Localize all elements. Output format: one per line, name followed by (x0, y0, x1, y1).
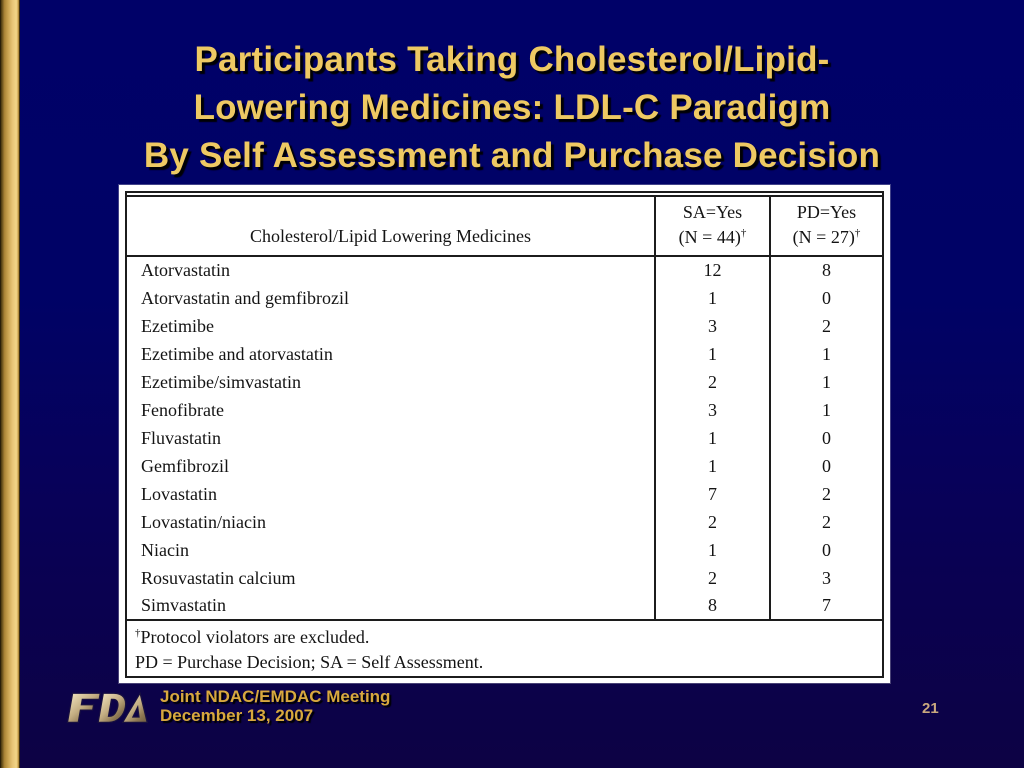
pd-n-value: (N = 27) (792, 227, 855, 247)
medicine-name: Fluvastatin (141, 427, 221, 448)
table-row: Niacin 1 0 (127, 536, 882, 564)
sa-n-value: (N = 44) (678, 227, 741, 247)
medicine-name: Simvastatin (127, 592, 655, 621)
pd-count: 0 (769, 536, 882, 564)
pd-count: 0 (769, 284, 882, 312)
table-row: Simvastatin 8 7 (127, 592, 882, 621)
footer-meeting-info: Joint NDAC/EMDAC Meeting December 13, 20… (160, 687, 390, 725)
medicine-name: Niacin (141, 539, 189, 560)
dagger-mark: † (854, 227, 861, 239)
slide-title: Participants Taking Cholesterol/Lipid- L… (60, 36, 964, 180)
title-line-3: By Self Assessment and Purchase Decision (143, 136, 881, 175)
footer-line-2: December 13, 2007 (160, 706, 314, 725)
table-row: Atorvastatin and gemfibrozil 1 0 (127, 284, 882, 312)
table-row: Fenofibrate 3 1 (127, 396, 882, 424)
sa-count: 3 (654, 396, 770, 424)
footnote-1: †Protocol violators are excluded. (135, 625, 872, 650)
medicine-name: Gemfibrozil (141, 455, 229, 476)
sa-count: 1 (654, 452, 770, 480)
table-row: Ezetimibe/simvastatin 2 1 (127, 368, 882, 396)
title-line-1: Participants Taking Cholesterol/Lipid- (194, 40, 830, 79)
sa-count: 1 (654, 536, 770, 564)
data-table-panel: Cholesterol/Lipid Lowering Medicines SA=… (119, 185, 890, 683)
dagger-mark: † (135, 627, 141, 639)
sa-count: 1 (654, 340, 770, 368)
footnote-1-text: Protocol violators are excluded. (140, 627, 370, 647)
pd-count: 2 (769, 480, 882, 508)
fda-logo-icon (66, 691, 149, 723)
pd-count: 1 (769, 396, 882, 424)
sa-count: 1 (654, 424, 770, 452)
dagger-mark: † (740, 227, 747, 239)
table-row: Lovastatin/niacin 2 2 (127, 508, 882, 536)
pd-count: 7 (769, 592, 882, 621)
pd-count: 2 (769, 312, 882, 340)
medicine-name: Ezetimibe and atorvastatin (141, 343, 333, 364)
pd-header-label: PD=Yes (796, 202, 857, 222)
pd-count: 0 (769, 452, 882, 480)
footer-line-1: Joint NDAC/EMDAC Meeting (160, 687, 391, 706)
sa-count: 12 (654, 256, 770, 284)
table-row: Lovastatin 7 2 (127, 480, 882, 508)
footnote-2: PD = Purchase Decision; SA = Self Assess… (135, 652, 484, 672)
page-number: 21 (922, 700, 939, 717)
medicine-name: Lovastatin (141, 483, 217, 504)
column-header-medicines: Cholesterol/Lipid Lowering Medicines (127, 197, 655, 257)
sa-count: 2 (654, 508, 770, 536)
medicine-name: Ezetimibe/simvastatin (141, 371, 301, 392)
medicine-name: Lovastatin/niacin (141, 511, 266, 532)
pd-header-n: (N = 27)† (771, 225, 882, 250)
medicine-name: Atorvastatin (141, 260, 230, 280)
table-row: Gemfibrozil 1 0 (127, 452, 882, 480)
column-header-pd: PD=Yes (N = 27)† (769, 197, 882, 257)
table-row: Ezetimibe 3 2 (127, 312, 882, 340)
medicine-name: Ezetimibe (141, 315, 214, 336)
pd-count: 1 (769, 368, 882, 396)
medicine-name: Fenofibrate (141, 399, 224, 420)
pd-count: 3 (769, 564, 882, 592)
table-header-row: Cholesterol/Lipid Lowering Medicines SA=… (127, 197, 882, 257)
sa-count: 2 (654, 564, 770, 592)
pd-count: 0 (769, 424, 882, 452)
left-gold-bar (0, 0, 20, 768)
table-row: Rosuvastatin calcium 2 3 (127, 564, 882, 592)
title-line-2: Lowering Medicines: LDL-C Paradigm (193, 88, 831, 127)
table-row: Atorvastatin 12 8 (127, 256, 882, 284)
table-row: Ezetimibe and atorvastatin 1 1 (127, 340, 882, 368)
sa-count: 2 (654, 368, 770, 396)
medicine-name: Atorvastatin and gemfibrozil (141, 287, 349, 308)
pd-count: 2 (769, 508, 882, 536)
sa-count: 3 (654, 312, 770, 340)
pd-count: 1 (769, 340, 882, 368)
sa-count: 8 (654, 592, 770, 621)
sa-header-label: SA=Yes (682, 202, 743, 222)
column-header-sa: SA=Yes (N = 44)† (654, 197, 770, 257)
sa-header-n: (N = 44)† (656, 225, 769, 250)
medicines-table: Cholesterol/Lipid Lowering Medicines SA=… (127, 197, 882, 621)
sa-count: 7 (654, 480, 770, 508)
table-footnotes: †Protocol violators are excluded. PD = P… (127, 621, 882, 675)
medicine-name: Rosuvastatin calcium (141, 567, 296, 588)
pd-count: 8 (769, 256, 882, 284)
sa-count: 1 (654, 284, 770, 312)
table-frame: Cholesterol/Lipid Lowering Medicines SA=… (125, 191, 884, 678)
table-row: Fluvastatin 1 0 (127, 424, 882, 452)
